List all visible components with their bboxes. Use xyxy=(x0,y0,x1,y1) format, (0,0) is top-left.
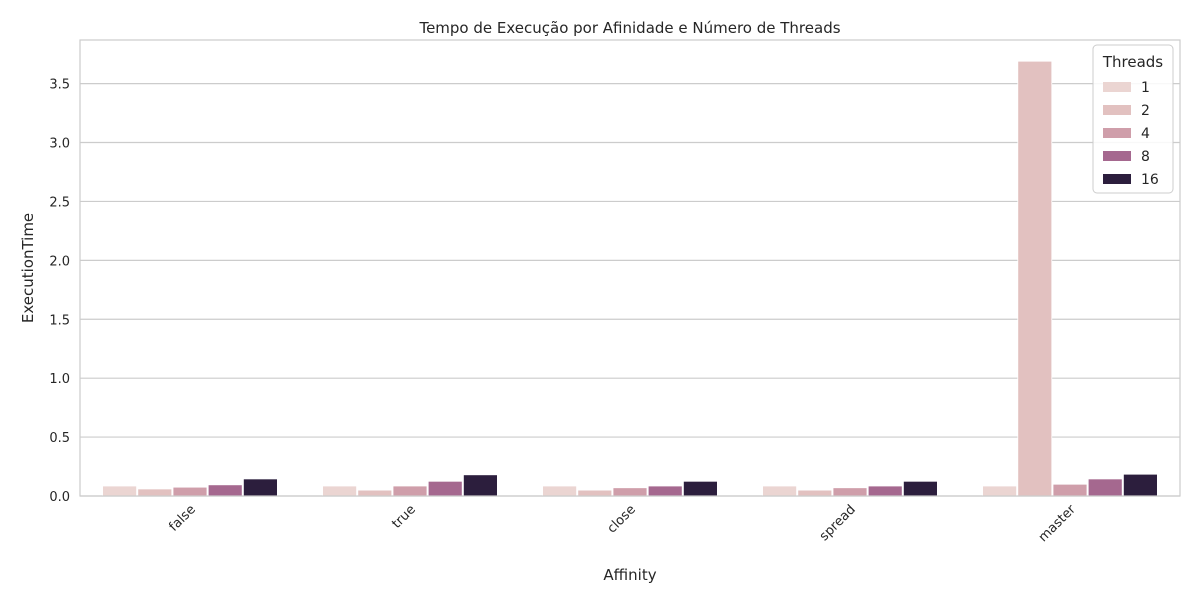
bar xyxy=(172,486,208,497)
y-tick-label: 2.0 xyxy=(49,254,70,269)
bar xyxy=(102,485,137,497)
legend-label: 8 xyxy=(1141,149,1150,165)
x-tick-label: true xyxy=(389,502,418,531)
y-axis-label: ExecutionTime xyxy=(19,213,37,323)
bars xyxy=(102,60,1158,497)
legend-swatch xyxy=(1103,151,1131,161)
x-axis-label: Affinity xyxy=(603,566,656,584)
y-tick-label: 3.5 xyxy=(49,78,70,93)
plot-frame xyxy=(79,39,1181,497)
legend-label: 2 xyxy=(1141,103,1150,119)
bar xyxy=(462,474,498,497)
legend-swatch xyxy=(1103,174,1131,184)
legend: Threads 1 2 4 8 16 xyxy=(1092,44,1174,194)
bar xyxy=(207,484,243,497)
bar xyxy=(427,480,463,497)
y-tick-label: 0.5 xyxy=(49,431,70,446)
legend-label: 16 xyxy=(1141,172,1159,188)
bar xyxy=(832,487,868,497)
bar xyxy=(242,478,278,497)
y-tick-label: 1.5 xyxy=(49,313,70,328)
bar xyxy=(542,485,577,497)
bar xyxy=(762,485,797,497)
legend-label: 1 xyxy=(1141,80,1150,96)
bar xyxy=(392,485,428,497)
y-tick-label: 0.0 xyxy=(49,490,70,505)
bar xyxy=(1087,478,1123,497)
bar xyxy=(797,489,833,497)
bar xyxy=(867,485,903,497)
bar xyxy=(322,485,358,497)
legend-swatch xyxy=(1103,82,1131,92)
x-tick-labels: false true close spread master xyxy=(166,502,1079,545)
bar xyxy=(577,489,613,497)
legend-swatch xyxy=(1103,105,1131,115)
chart-title: Tempo de Execução por Afinidade e Número… xyxy=(418,19,840,37)
x-tick-label: false xyxy=(166,502,198,534)
grid-lines xyxy=(80,82,1180,497)
legend-label: 4 xyxy=(1141,126,1150,142)
bar xyxy=(903,480,938,497)
legend-title: Threads xyxy=(1102,53,1163,71)
x-tick-label: master xyxy=(1036,502,1079,545)
y-tick-label: 3.0 xyxy=(49,137,70,152)
bar xyxy=(612,487,648,497)
y-tick-label: 2.5 xyxy=(49,195,70,210)
bar xyxy=(982,485,1017,497)
y-tick-label: 1.0 xyxy=(49,372,70,387)
bar xyxy=(1123,473,1158,497)
bar xyxy=(1052,483,1088,497)
y-tick-labels: 0.0 0.5 1.0 1.5 2.0 2.5 3.0 3.5 xyxy=(49,78,70,505)
x-tick-label: spread xyxy=(817,502,859,544)
x-tick-label: close xyxy=(605,502,639,536)
bar xyxy=(647,485,683,497)
bar xyxy=(137,488,173,497)
bar xyxy=(357,489,393,497)
bar xyxy=(683,480,718,497)
legend-swatch xyxy=(1103,128,1131,138)
bar xyxy=(1017,60,1053,497)
